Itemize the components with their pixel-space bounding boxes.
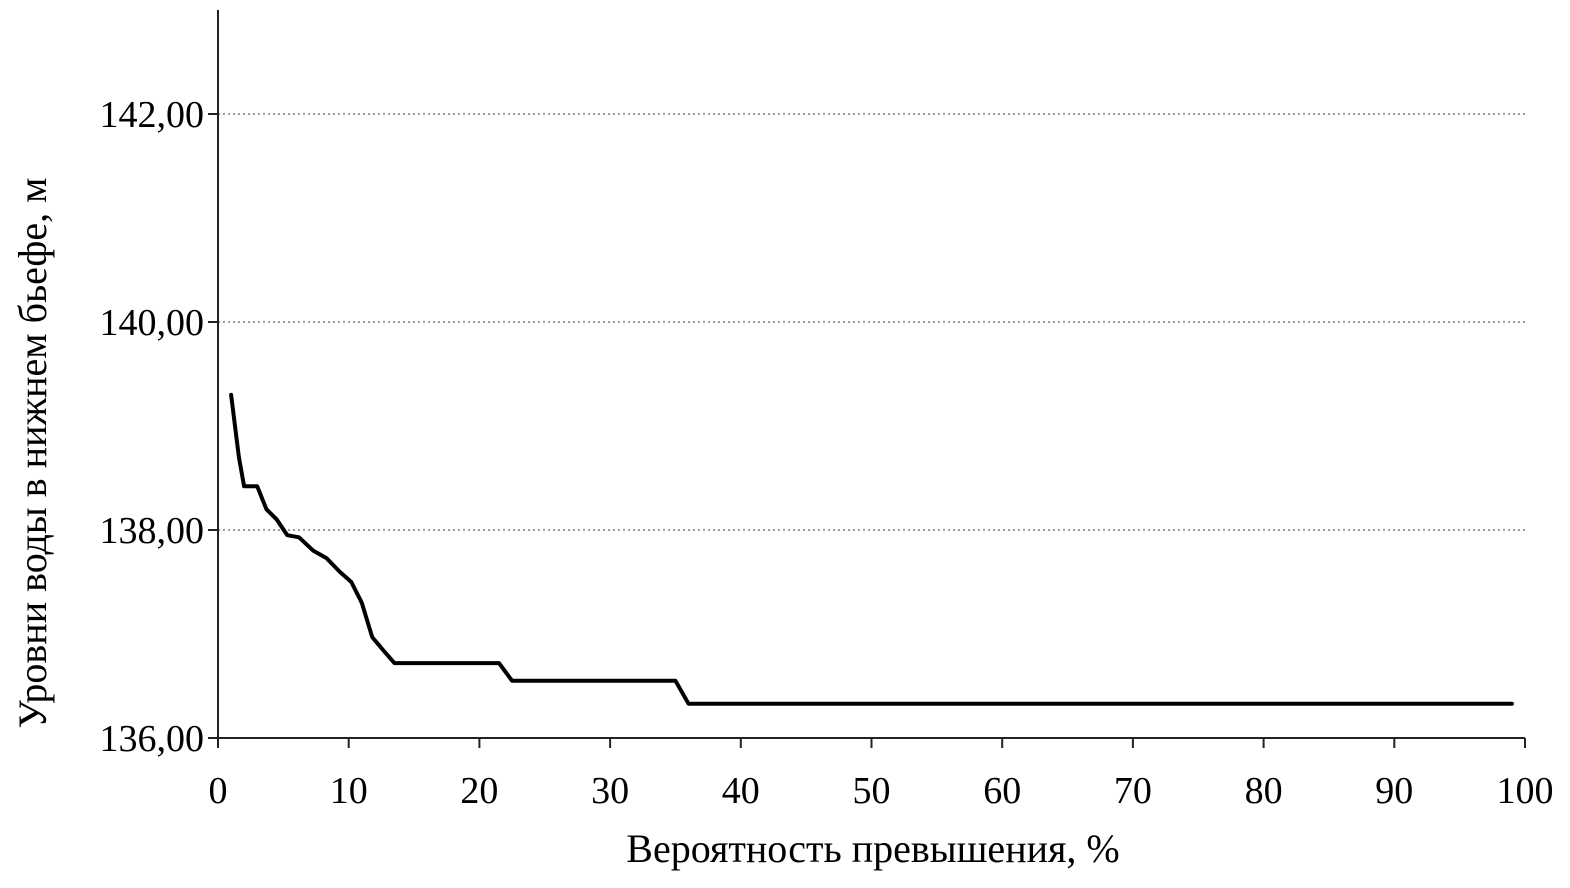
series-line xyxy=(229,392,1514,706)
ticks-layer: 136,00 138,00 140,00 142,00 0 10 20 30 40 50 60 70 8… xyxy=(100,94,1554,812)
x-tick-label: 80 xyxy=(1245,770,1283,812)
series-layer xyxy=(229,392,1514,706)
y-axis-title: Уровни воды в нижнем бьефе, м xyxy=(10,178,55,729)
y-tick-label: 138,00 xyxy=(100,510,205,552)
x-tick-label: 70 xyxy=(1114,770,1152,812)
x-tick-label: 10 xyxy=(330,770,368,812)
x-tick-label: 100 xyxy=(1497,770,1554,812)
x-tick-label: 30 xyxy=(591,770,629,812)
x-tick-label: 50 xyxy=(853,770,891,812)
x-axis-title: Вероятность превышения, % xyxy=(626,826,1119,871)
grid-layer xyxy=(218,113,1525,531)
x-tick-label: 20 xyxy=(460,770,498,812)
y-tick-label: 136,00 xyxy=(100,718,205,760)
y-tick-label: 142,00 xyxy=(100,94,205,136)
axes-layer xyxy=(217,10,1525,739)
x-tick-label: 0 xyxy=(209,770,228,812)
y-tick-label: 140,00 xyxy=(100,302,205,344)
x-tick-label: 40 xyxy=(722,770,760,812)
x-tick-label: 90 xyxy=(1375,770,1413,812)
x-tick-label: 60 xyxy=(983,770,1021,812)
